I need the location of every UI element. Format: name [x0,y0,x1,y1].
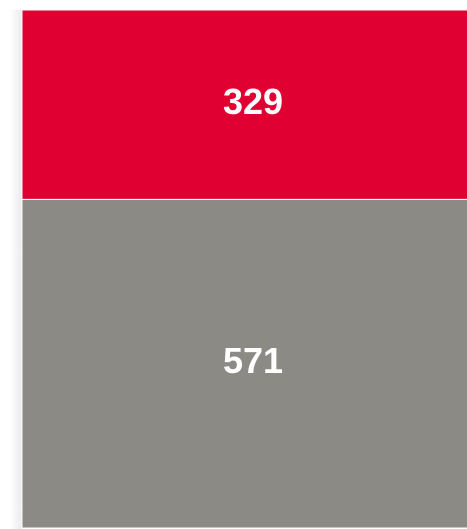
bar-segment [21,9,467,200]
bar-shadow [10,10,22,529]
value-label: 329 [223,81,283,122]
bar-segment [21,198,467,529]
value-label: 571 [223,340,283,381]
